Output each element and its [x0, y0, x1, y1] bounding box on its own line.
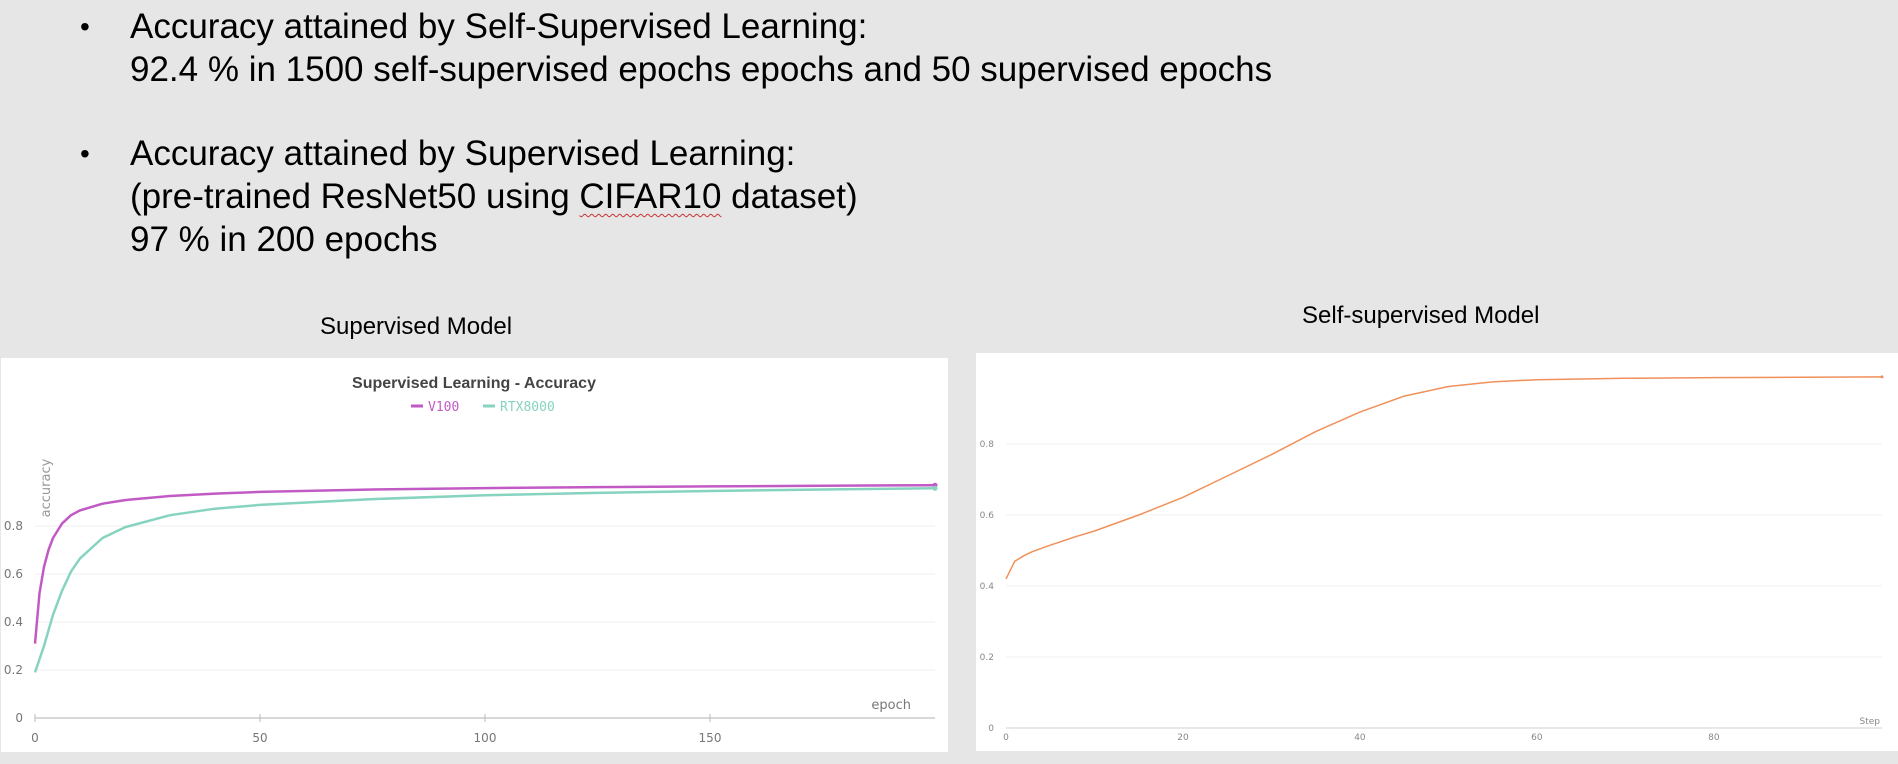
y-tick-label: 0.6	[980, 511, 995, 521]
series-line-self-supervised	[1005, 376, 1883, 580]
x-tick-label: 20	[1177, 733, 1189, 743]
x-tick-label: 80	[1708, 733, 1720, 743]
bullet1-line1: Accuracy attained by Self-Supervised Lea…	[130, 7, 868, 46]
x-tick-label: 0	[1003, 733, 1009, 743]
x-tick-label: 150	[699, 731, 722, 745]
y-tick-label: 0.2	[980, 653, 994, 663]
series-endpoint	[1880, 375, 1884, 379]
x-axis-label: Step	[1860, 717, 1881, 727]
y-tick-label: 0	[15, 711, 23, 725]
x-tick-label: 0	[31, 731, 39, 745]
bullet2-line2: (pre-trained ResNet50 using CIFAR10 data…	[130, 175, 858, 218]
bullet2-line1: Accuracy attained by Supervised Learning…	[130, 134, 796, 173]
self-supervised-caption: Self-supervised Model	[1302, 302, 1540, 329]
x-tick-label: 100	[474, 731, 497, 745]
spellcheck-mark: CIFAR10	[579, 177, 722, 216]
supervised-chart-panel: 0 0.2 0.4 0.6 0.8 0 50 100 150 epoch accuracy Super…	[1, 358, 948, 752]
bullet2-line3: 97 % in 200 epochs	[130, 220, 438, 259]
bullet1-line2: 92.4 % in 1500 self-supervised epochs ep…	[130, 50, 1273, 89]
bullet-glyph: •	[80, 11, 90, 42]
bullet2-line2-post: dataset)	[721, 177, 858, 216]
supervised-caption: Supervised Model	[320, 313, 513, 340]
supervised-accuracy-chart: 0 0.2 0.4 0.6 0.8 0 50 100 150 epoch accuracy Super…	[4, 375, 938, 745]
self-supervised-accuracy-chart: 0 0.2 0.4 0.6 0.8 0 20 40 60 80 Step	[980, 375, 1884, 743]
x-tick-label: 40	[1354, 733, 1366, 743]
y-tick-label: 0	[988, 724, 994, 734]
y-tick-label: 0.8	[980, 440, 995, 450]
y-tick-label: 0.8	[4, 519, 23, 533]
self-supervised-chart-panel: 0 0.2 0.4 0.6 0.8 0 20 40 60 80 Step	[976, 353, 1898, 751]
chart-title: Supervised Learning - Accuracy	[352, 375, 596, 392]
y-tick-label: 0.4	[980, 582, 995, 592]
series-line-v100	[33, 483, 936, 644]
x-tick-label: 50	[252, 731, 267, 745]
x-axis-label: epoch	[871, 698, 911, 713]
y-tick-label: 0.4	[4, 615, 23, 629]
legend-label: V100	[428, 400, 459, 415]
y-tick-label: 0.6	[4, 567, 23, 581]
y-axis-label: accuracy	[39, 458, 54, 517]
y-tick-label: 0.2	[4, 663, 23, 677]
x-tick-label: 60	[1531, 733, 1543, 743]
legend-label: RTX8000	[500, 400, 555, 415]
bullet-glyph: •	[80, 138, 90, 169]
series-line-rtx8000	[33, 487, 936, 673]
bullet2-line2-pre: (pre-trained ResNet50 using	[130, 177, 580, 216]
series-endpoint	[932, 485, 938, 491]
